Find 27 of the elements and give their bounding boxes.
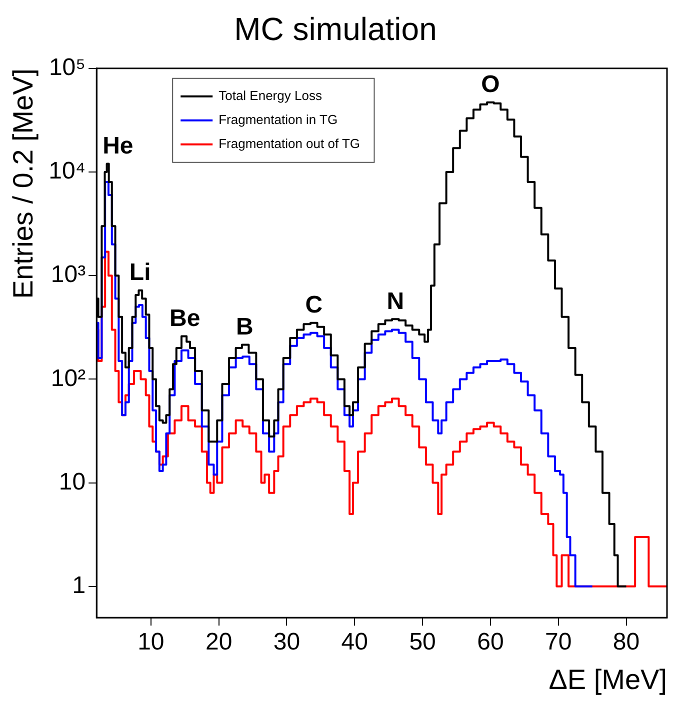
annotation: O bbox=[481, 70, 500, 98]
annotation: Be bbox=[170, 304, 200, 332]
x-tick-label: 10 bbox=[138, 628, 164, 656]
annotation: C bbox=[305, 291, 323, 318]
y-tick-label: 10³ bbox=[50, 261, 86, 288]
y-tick-label: 1 bbox=[72, 572, 86, 600]
x-tick-label: 60 bbox=[477, 628, 504, 656]
annotation: N bbox=[386, 288, 404, 315]
y-tick-label: 10² bbox=[50, 364, 86, 392]
y-axis-title: Entries / 0.2 [MeV] bbox=[8, 68, 39, 299]
x-tick-label: 20 bbox=[205, 628, 232, 656]
annotation: Li bbox=[129, 259, 151, 286]
annotation: He bbox=[102, 132, 134, 160]
y-tick-label: 10⁴ bbox=[48, 158, 86, 185]
y-tick-label: 10 bbox=[58, 468, 86, 496]
chart-title: MC simulation bbox=[234, 11, 437, 48]
y-tick-label: 10⁵ bbox=[48, 54, 86, 82]
legend-label: Fragmentation out of TG bbox=[218, 136, 360, 151]
legend-label: Fragmentation in TG bbox=[218, 112, 338, 127]
x-tick-label: 70 bbox=[545, 628, 572, 656]
x-axis-title: ΔE [MeV] bbox=[548, 664, 667, 695]
x-tick-label: 80 bbox=[612, 628, 640, 656]
annotation: B bbox=[236, 313, 254, 340]
legend-label: Total Energy Loss bbox=[218, 88, 322, 103]
x-tick-label: 40 bbox=[341, 628, 368, 656]
x-tick-label: 30 bbox=[273, 628, 300, 656]
x-tick-label: 50 bbox=[409, 628, 436, 656]
